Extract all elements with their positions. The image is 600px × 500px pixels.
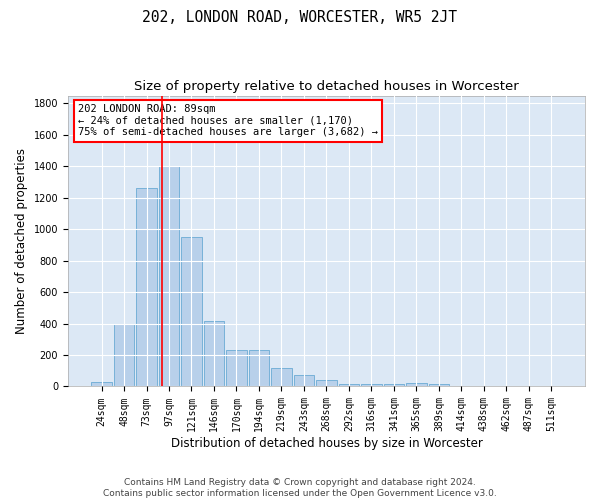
Text: 202 LONDON ROAD: 89sqm
← 24% of detached houses are smaller (1,170)
75% of semi-: 202 LONDON ROAD: 89sqm ← 24% of detached…	[78, 104, 378, 138]
X-axis label: Distribution of detached houses by size in Worcester: Distribution of detached houses by size …	[170, 437, 482, 450]
Bar	[361, 384, 382, 386]
Y-axis label: Number of detached properties: Number of detached properties	[15, 148, 28, 334]
Bar	[159, 166, 179, 386]
Title: Size of property relative to detached houses in Worcester: Size of property relative to detached ho…	[134, 80, 519, 93]
Bar	[136, 188, 157, 386]
Bar	[406, 384, 427, 386]
Bar	[339, 384, 359, 386]
Bar	[204, 321, 224, 386]
Bar	[226, 350, 247, 387]
Bar	[249, 350, 269, 387]
Bar	[294, 376, 314, 386]
Bar	[429, 384, 449, 386]
Text: 202, LONDON ROAD, WORCESTER, WR5 2JT: 202, LONDON ROAD, WORCESTER, WR5 2JT	[143, 10, 458, 25]
Text: Contains HM Land Registry data © Crown copyright and database right 2024.
Contai: Contains HM Land Registry data © Crown c…	[103, 478, 497, 498]
Bar	[181, 237, 202, 386]
Bar	[316, 380, 337, 386]
Bar	[271, 368, 292, 386]
Bar	[114, 324, 134, 386]
Bar	[384, 384, 404, 386]
Bar	[91, 382, 112, 386]
